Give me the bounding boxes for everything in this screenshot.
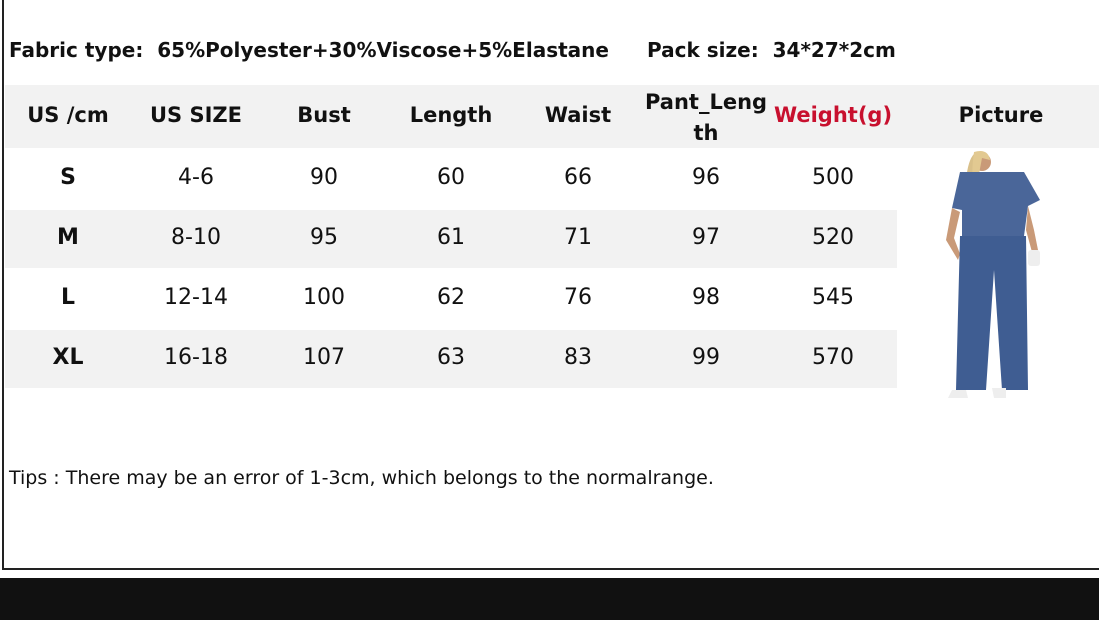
table-cell: L	[60, 285, 76, 310]
table-cell: 66	[564, 165, 592, 190]
product-picture	[946, 151, 1040, 398]
header-cell: Length	[409, 102, 493, 127]
table-cell: 62	[437, 285, 465, 310]
table-cell: 100	[303, 285, 345, 310]
table-cell: 98	[692, 285, 720, 310]
header-cell: US /cm	[27, 102, 109, 127]
header-cell: Bust	[297, 102, 351, 127]
table-cell: 96	[692, 165, 720, 190]
table-cell: 63	[437, 345, 465, 370]
table-row: L 12-14 100 62 76 98 545	[5, 270, 897, 328]
header-cell: Waist	[544, 102, 612, 127]
table-cell: 500	[812, 165, 854, 190]
table-row: M 8-10 95 61 71 97 520	[5, 210, 897, 268]
table-cell: 545	[812, 285, 854, 310]
table-cell: 12-14	[164, 285, 228, 310]
header-cell-weight: Weight(g)	[773, 102, 893, 127]
fabric-label: Fabric type:	[9, 38, 144, 62]
header-cell: Picture	[958, 102, 1044, 127]
table-cell: 76	[564, 285, 592, 310]
table-cell: 90	[310, 165, 338, 190]
tips-text: Tips : There may be an error of 1-3cm, w…	[9, 467, 714, 489]
pack-size: Pack size: 34*27*2cm	[647, 38, 896, 62]
fabric-type: Fabric type: 65%Polyester+30%Viscose+5%E…	[9, 38, 609, 62]
table-cell: 8-10	[171, 225, 221, 250]
table-cell: 99	[692, 345, 720, 370]
table-cell: 60	[437, 165, 465, 190]
table-cell: 570	[812, 345, 854, 370]
table-cell: 83	[564, 345, 592, 370]
pack-label: Pack size:	[647, 38, 759, 62]
bottom-bar	[0, 578, 1099, 620]
pack-value: 34*27*2cm	[772, 38, 896, 62]
table-cell: 61	[437, 225, 465, 250]
table-cell: M	[57, 225, 79, 250]
table-cell: 520	[812, 225, 854, 250]
table-header: US /cm US SIZE Bust Length Waist Pant_Le…	[5, 85, 1099, 148]
table-cell: S	[60, 165, 76, 190]
fabric-value: 65%Polyester+30%Viscose+5%Elastane	[157, 38, 609, 62]
table-cell: 97	[692, 225, 720, 250]
table-cell: 16-18	[164, 345, 228, 370]
header-cell: Pant_Leng th	[644, 89, 768, 145]
table-cell: 4-6	[178, 165, 214, 190]
table-cell: 95	[310, 225, 338, 250]
table-cell: 71	[564, 225, 592, 250]
header-cell: US SIZE	[150, 102, 242, 127]
table-row: XL 16-18 107 63 83 99 570	[5, 330, 897, 388]
chart-border	[2, 0, 1099, 570]
table-cell: XL	[52, 345, 84, 370]
table-cell: 107	[303, 345, 345, 370]
table-row: S 4-6 90 60 66 96 500	[5, 150, 897, 208]
